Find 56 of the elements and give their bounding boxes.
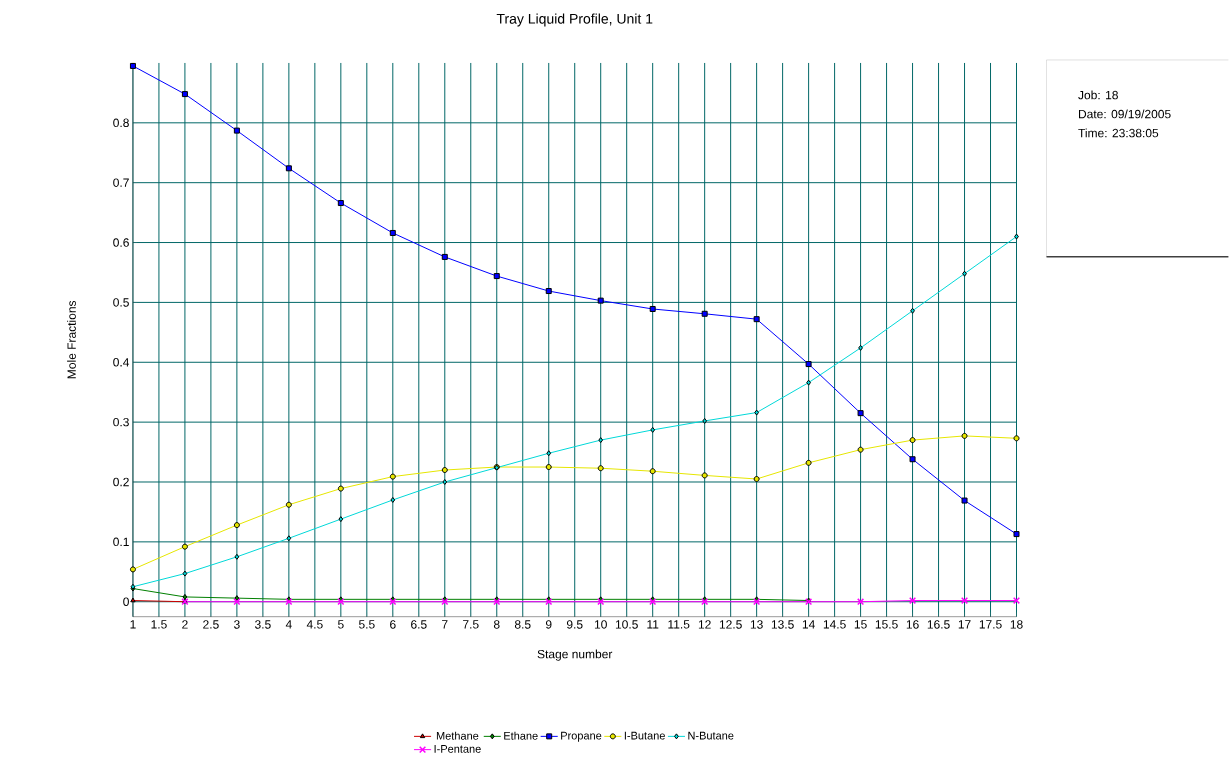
y-axis-title: Mole Fractions [67,300,76,379]
x-tick-label: 16 [906,620,919,629]
x-tick-label: 4 [285,620,292,629]
y-tick-label: 0.6 [113,238,129,247]
x-tick-label: 5.5 [358,620,375,629]
x-tick-label: 12 [698,620,711,629]
legend-label: I-Butane [624,731,665,740]
legend-label: Propane [561,731,602,742]
legend-label: Methane [436,731,479,740]
x-tick-label: 1.5 [151,620,167,629]
x-tick-label: 7.5 [463,620,479,629]
x-tick-label: 13 [750,620,763,629]
x-tick-label: 10.5 [615,620,638,629]
x-tick-label: 3 [234,620,240,629]
y-tick-label: 0.5 [113,298,129,307]
y-tick-label: 0.8 [113,118,129,127]
legend-label: I-Pentane [434,745,481,753]
x-tick-label: 15 [854,620,867,629]
x-tick-label: 13.5 [771,620,794,629]
x-tick-label: 10 [594,620,607,629]
text: Time: 23:38:05 [1078,128,1159,138]
x-tick-label: 11 [647,620,659,629]
x-tick-label: 8 [493,620,500,629]
x-tick-label: 1 [130,620,136,629]
legend-label: N-Butane [688,731,734,740]
y-tick-label: 0.4 [113,357,130,367]
x-tick-label: 14 [802,620,815,629]
x-tick-label: 3.5 [254,620,271,629]
x-tick-label: 14.5 [823,620,846,629]
x-tick-label: 15.5 [875,620,898,629]
x-tick-label: 2 [182,620,188,629]
x-tick-label: 4.5 [306,620,323,629]
x-tick-label: 9.5 [566,620,583,629]
x-tick-label: 17.5 [979,620,1002,629]
x-tick-label: 11.5 [668,620,690,629]
x-tick-label: 12.5 [719,620,742,629]
x-axis-title: Stage number [537,649,613,661]
x-tick-label: 7 [442,620,448,629]
x-tick-label: 2.5 [203,620,219,629]
y-tick-label: 0.3 [113,417,129,427]
text: Job: 18 [1078,90,1118,100]
y-tick-label: 0 [123,597,129,606]
y-tick-label: 0.1 [113,537,129,547]
x-tick-label: 8.5 [514,620,531,629]
x-tick-label: 5 [337,620,344,629]
x-tick-label: 9 [545,620,552,629]
x-tick-label: 6.5 [411,620,427,629]
y-tick-label: 0.7 [113,178,129,187]
text: Date: 09/19/2005 [1079,109,1171,119]
y-tick-label: 0.2 [113,477,129,487]
x-tick-label: 18 [1010,620,1023,629]
x-tick-label: 6 [390,620,396,629]
x-tick-label: 17 [958,620,971,629]
legend-label: Ethane [504,731,538,740]
x-tick-label: 16.5 [927,620,950,629]
chart-title: Tray Liquid Profile, Unit 1 [496,13,653,27]
